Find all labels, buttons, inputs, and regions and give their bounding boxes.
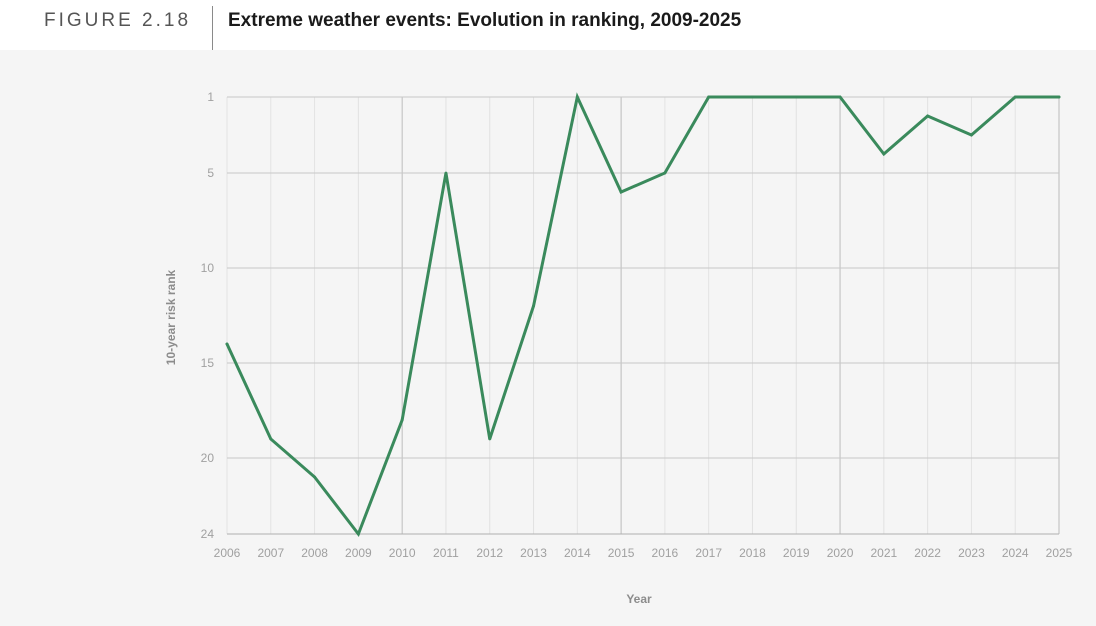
y-axis-title: 10-year risk rank [164, 269, 178, 365]
y-tick-label: 24 [201, 527, 215, 541]
data-point [1013, 95, 1017, 99]
x-tick-label: 2016 [652, 546, 679, 560]
data-point [488, 437, 492, 441]
data-point [225, 342, 229, 346]
x-tick-label: 2006 [214, 546, 241, 560]
data-point [532, 304, 535, 308]
x-tick-label: 2008 [301, 546, 328, 560]
data-point [882, 152, 886, 156]
x-tick-label: 2020 [827, 546, 854, 560]
data-point [1057, 95, 1061, 99]
data-point [619, 190, 623, 194]
data-point [313, 475, 316, 479]
data-point [575, 95, 579, 99]
x-tick-label: 2018 [739, 546, 766, 560]
x-tick-label: 2021 [870, 546, 897, 560]
figure-number: FIGURE 2.18 [44, 10, 192, 31]
x-tick-label: 2007 [257, 546, 284, 560]
series-lines [225, 92, 1061, 538]
x-tick-label: 2017 [695, 546, 722, 560]
x-tick-label: 2013 [520, 546, 547, 560]
chart-panel: 1 5 10 15 20 24 2006 2007 2008 2009 2010 2011 2012 2… [0, 50, 1096, 626]
y-tick-label: 15 [201, 356, 215, 370]
data-point [926, 114, 930, 118]
x-tick-label: 2019 [783, 546, 810, 560]
data-point [269, 437, 273, 441]
x-tick-label: 2010 [389, 546, 416, 560]
x-tick-label: 2011 [433, 546, 459, 560]
x-tick-labels: 2006 2007 2008 2009 2010 2011 2012 2013 2014 2015… [214, 546, 1073, 560]
series-line [225, 92, 1061, 538]
data-point [707, 95, 711, 99]
figure-header: FIGURE 2.18 Extreme weather events: Evol… [0, 0, 1096, 50]
x-tick-label: 2015 [608, 546, 635, 560]
x-tick-label: 2022 [914, 546, 941, 560]
x-tick-label: 2014 [564, 546, 591, 560]
data-point [970, 133, 973, 137]
figure-title: Extreme weather events: Evolution in ran… [228, 10, 742, 31]
data-point [838, 95, 842, 99]
x-tick-label: 2025 [1046, 546, 1073, 560]
chart-grid [226, 96, 1060, 535]
data-point [356, 532, 360, 536]
series-points [225, 95, 1061, 536]
y-tick-label: 10 [201, 261, 215, 275]
y-tick-label: 5 [207, 166, 214, 180]
x-tick-label: 2009 [345, 546, 372, 560]
data-point [444, 171, 448, 175]
x-axis-title: Year [626, 592, 652, 606]
x-tick-label: 2023 [958, 546, 985, 560]
data-point [794, 95, 798, 99]
header-divider [212, 6, 213, 50]
x-tick-label: 2024 [1002, 546, 1029, 560]
x-tick-label: 2012 [476, 546, 503, 560]
data-point [400, 418, 404, 422]
data-point [751, 95, 754, 99]
data-point [663, 171, 667, 175]
y-tick-label: 1 [207, 90, 214, 104]
y-tick-label: 20 [201, 451, 215, 465]
